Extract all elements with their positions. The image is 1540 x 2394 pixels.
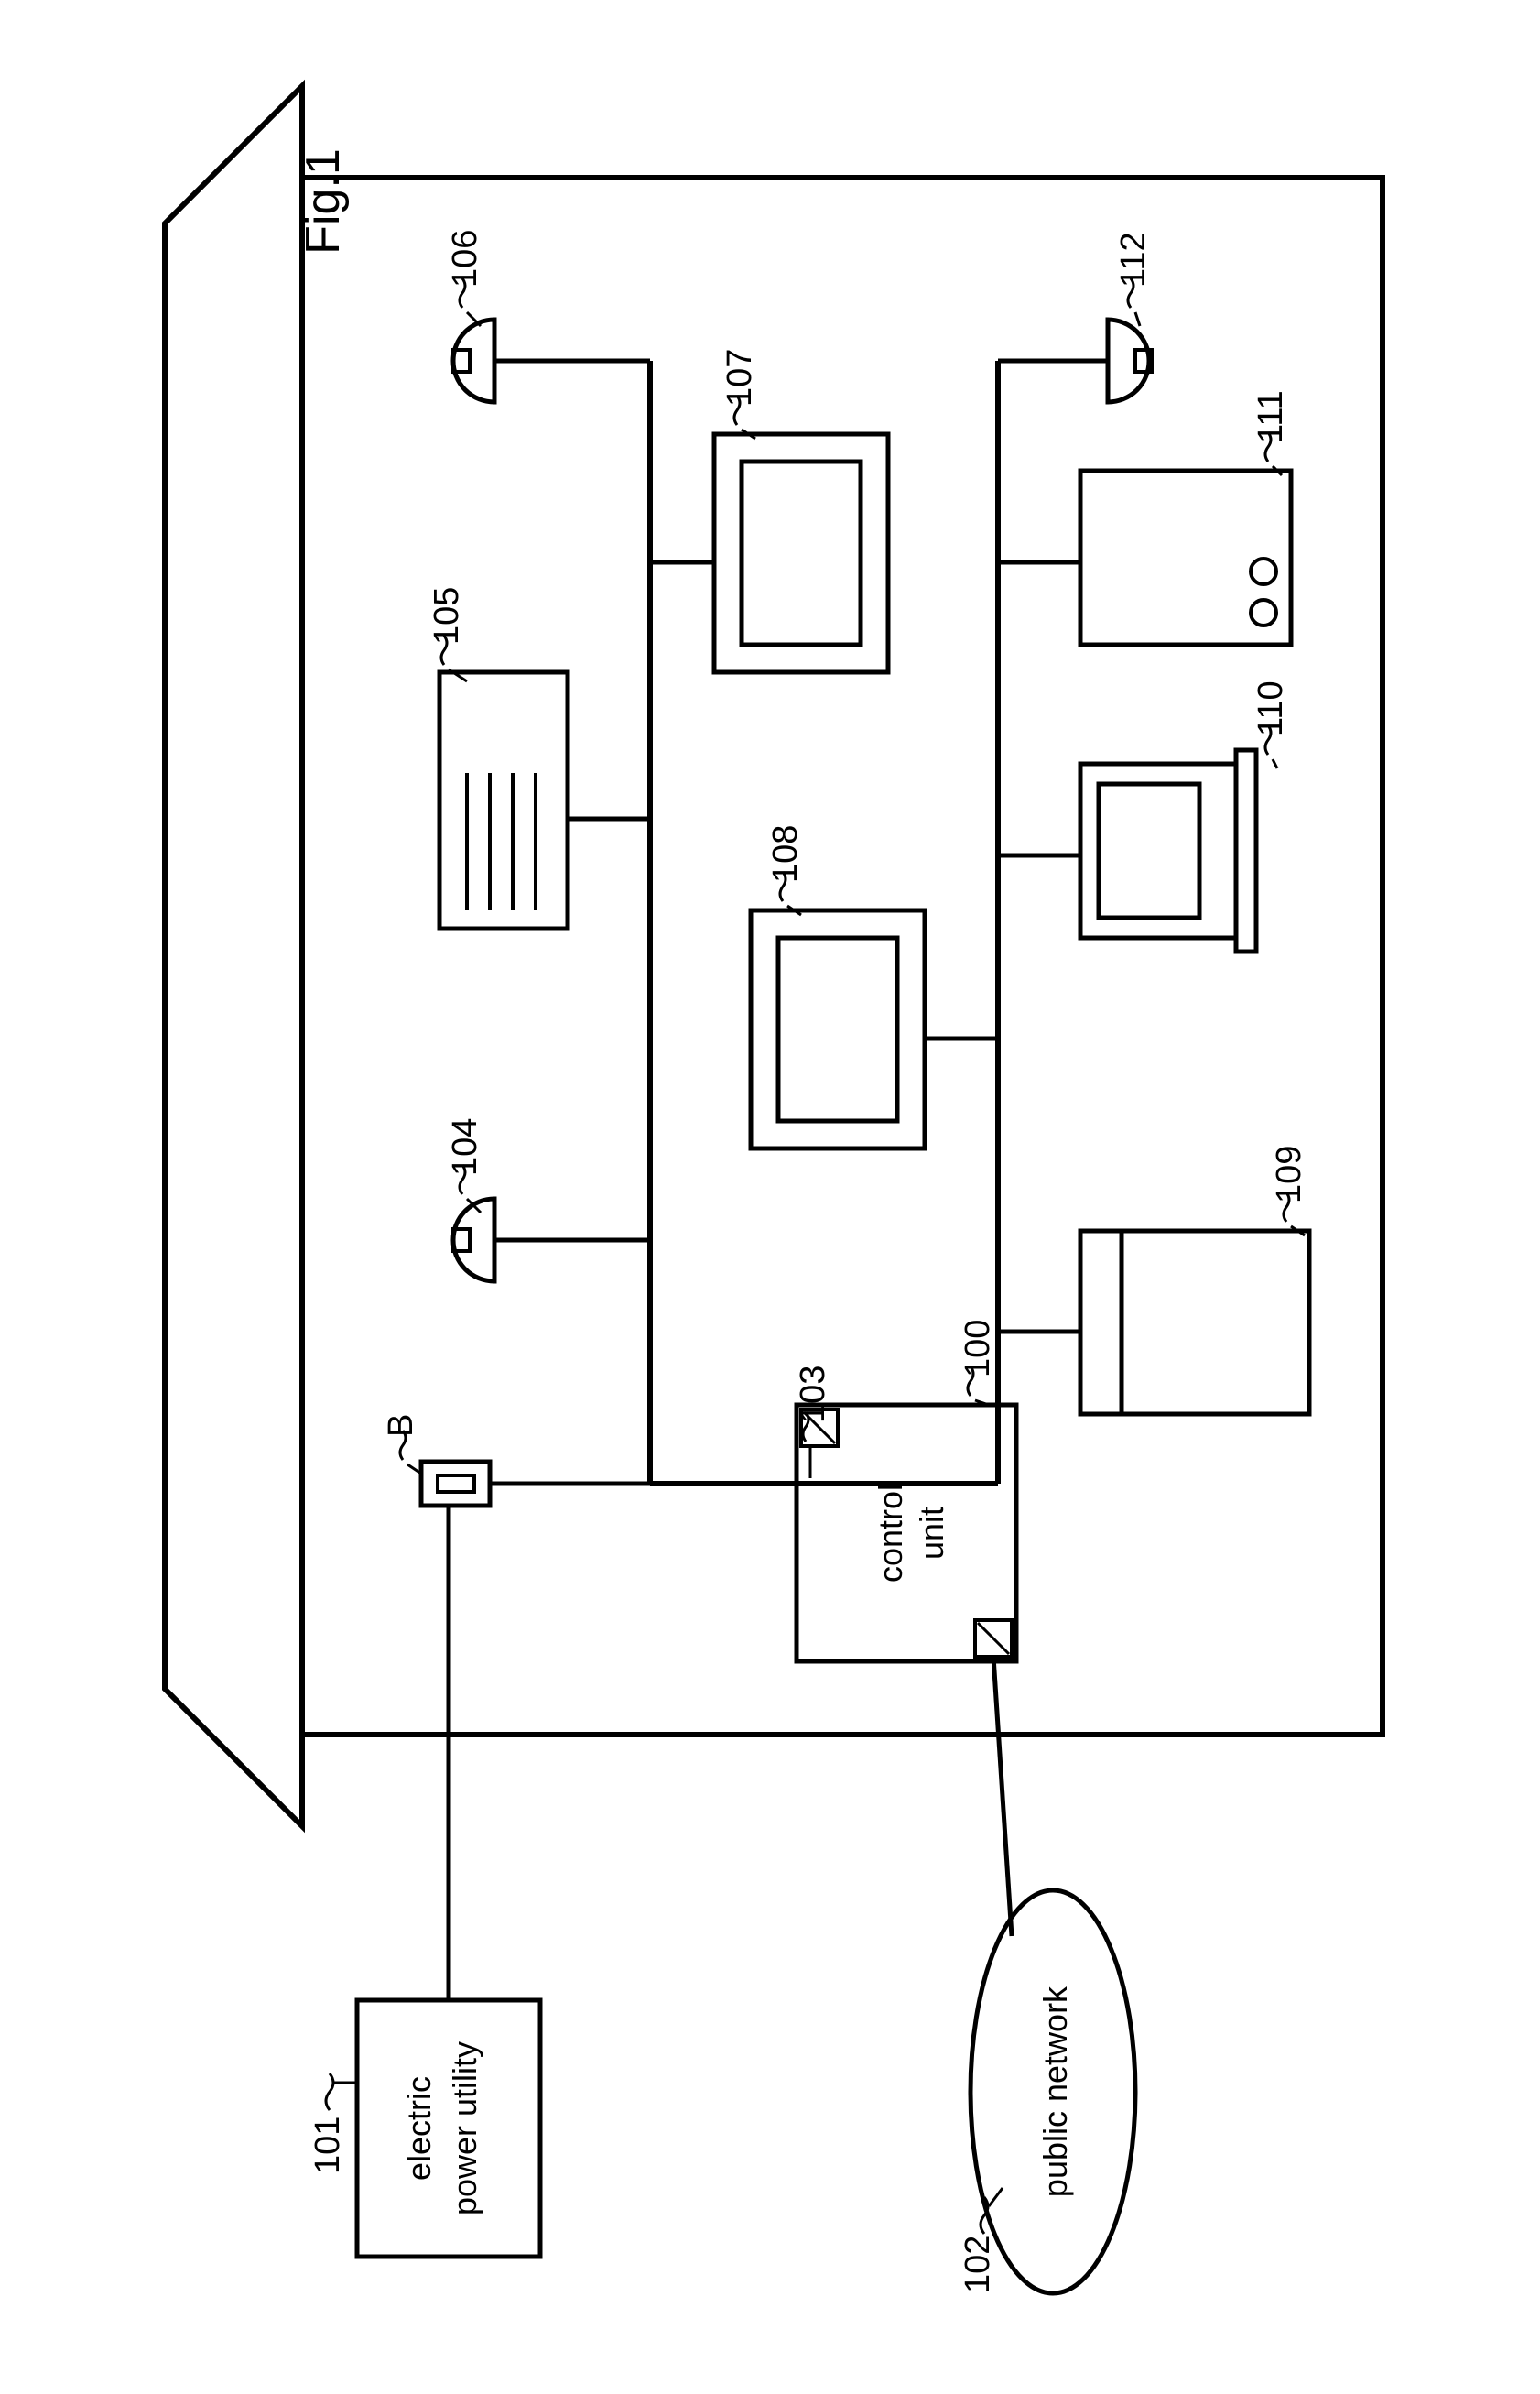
light-112-ref: 112	[1114, 232, 1153, 288]
control-unit-ref: 100	[959, 1320, 997, 1377]
control-unit-label-top: control	[872, 1484, 909, 1583]
breaker-ref: B	[382, 1414, 420, 1437]
breaker-box	[421, 1462, 490, 1506]
tv-108	[751, 910, 998, 1148]
control-unit-label-bottom: unit	[913, 1507, 950, 1560]
epu-label-top: electric	[400, 2076, 438, 2181]
washer-111	[998, 471, 1291, 645]
house-roof	[165, 86, 302, 1826]
public-network-label: public network	[1036, 1986, 1074, 2197]
house-body	[302, 178, 1383, 1735]
ac-105-ref: 105	[428, 587, 466, 645]
epu-label-bottom: power utility	[446, 2041, 483, 2215]
epu-ref: 101	[309, 2117, 347, 2174]
light-106-ref: 106	[446, 230, 484, 288]
light-112	[998, 320, 1152, 402]
fridge-109	[998, 1231, 1309, 1414]
network-line	[993, 1657, 1012, 1936]
diagram-canvas: Fig.1 electric power utility 101 public …	[0, 0, 1540, 2394]
tv-107	[650, 434, 888, 672]
public-network-ref: 102	[959, 2236, 997, 2293]
connector-left	[975, 1620, 1012, 1657]
pc-110	[998, 750, 1256, 952]
light-104	[453, 1199, 650, 1281]
light-106	[453, 320, 650, 402]
epu-ref-squiggle	[326, 2073, 333, 2110]
ac-105	[439, 672, 650, 929]
